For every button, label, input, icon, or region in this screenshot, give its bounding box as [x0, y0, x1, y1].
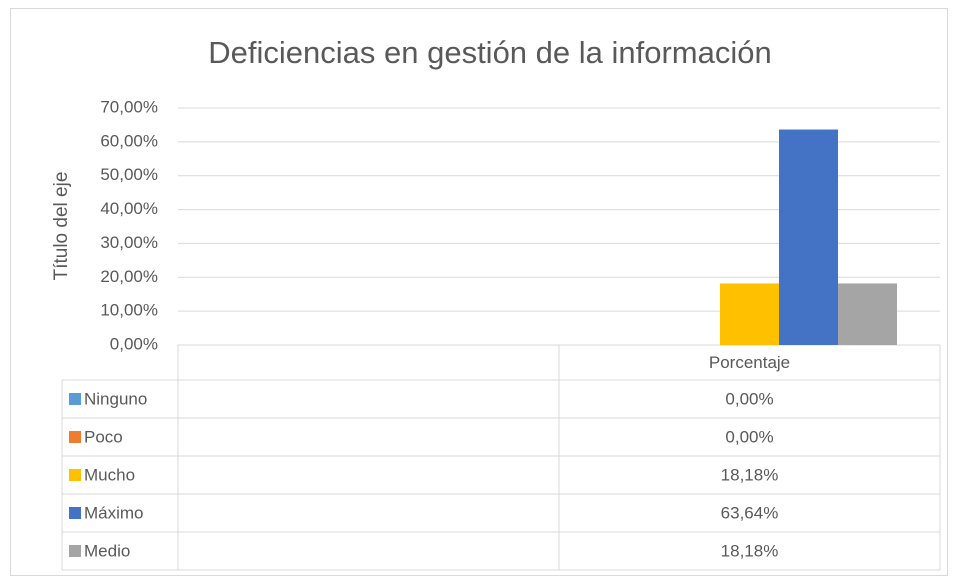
y-tick-label: 50,00% — [100, 165, 158, 184]
data-table-value: 18,18% — [721, 465, 779, 484]
data-table-value: 63,64% — [721, 503, 779, 522]
y-tick-label: 20,00% — [100, 267, 158, 286]
legend-label: Ninguno — [84, 389, 147, 408]
legend-label: Poco — [84, 427, 123, 446]
y-tick-label: 30,00% — [100, 233, 158, 252]
y-axis-title: Título del eje — [51, 172, 72, 281]
legend-key — [69, 393, 81, 405]
y-tick-label: 70,00% — [100, 97, 158, 116]
data-table-value: 0,00% — [725, 389, 773, 408]
bar — [779, 129, 838, 345]
y-tick-label: 10,00% — [100, 301, 158, 320]
legend-label: Medio — [84, 541, 130, 560]
y-tick-label: 0,00% — [110, 334, 158, 353]
chart-title: Deficiencias en gestión de la informació… — [208, 35, 771, 70]
legend-key — [69, 469, 81, 481]
legend-label: Mucho — [84, 465, 135, 484]
legend-label: Máximo — [84, 503, 144, 522]
y-tick-label: 60,00% — [100, 131, 158, 150]
data-table-value: 18,18% — [721, 541, 779, 560]
bar — [720, 283, 779, 345]
legend-key — [69, 507, 81, 519]
legend-key — [69, 545, 81, 557]
x-tick-label: Porcentaje — [709, 353, 790, 372]
legend-key — [69, 431, 81, 443]
y-tick-label: 40,00% — [100, 199, 158, 218]
bar — [838, 283, 897, 345]
data-table-value: 0,00% — [725, 427, 773, 446]
